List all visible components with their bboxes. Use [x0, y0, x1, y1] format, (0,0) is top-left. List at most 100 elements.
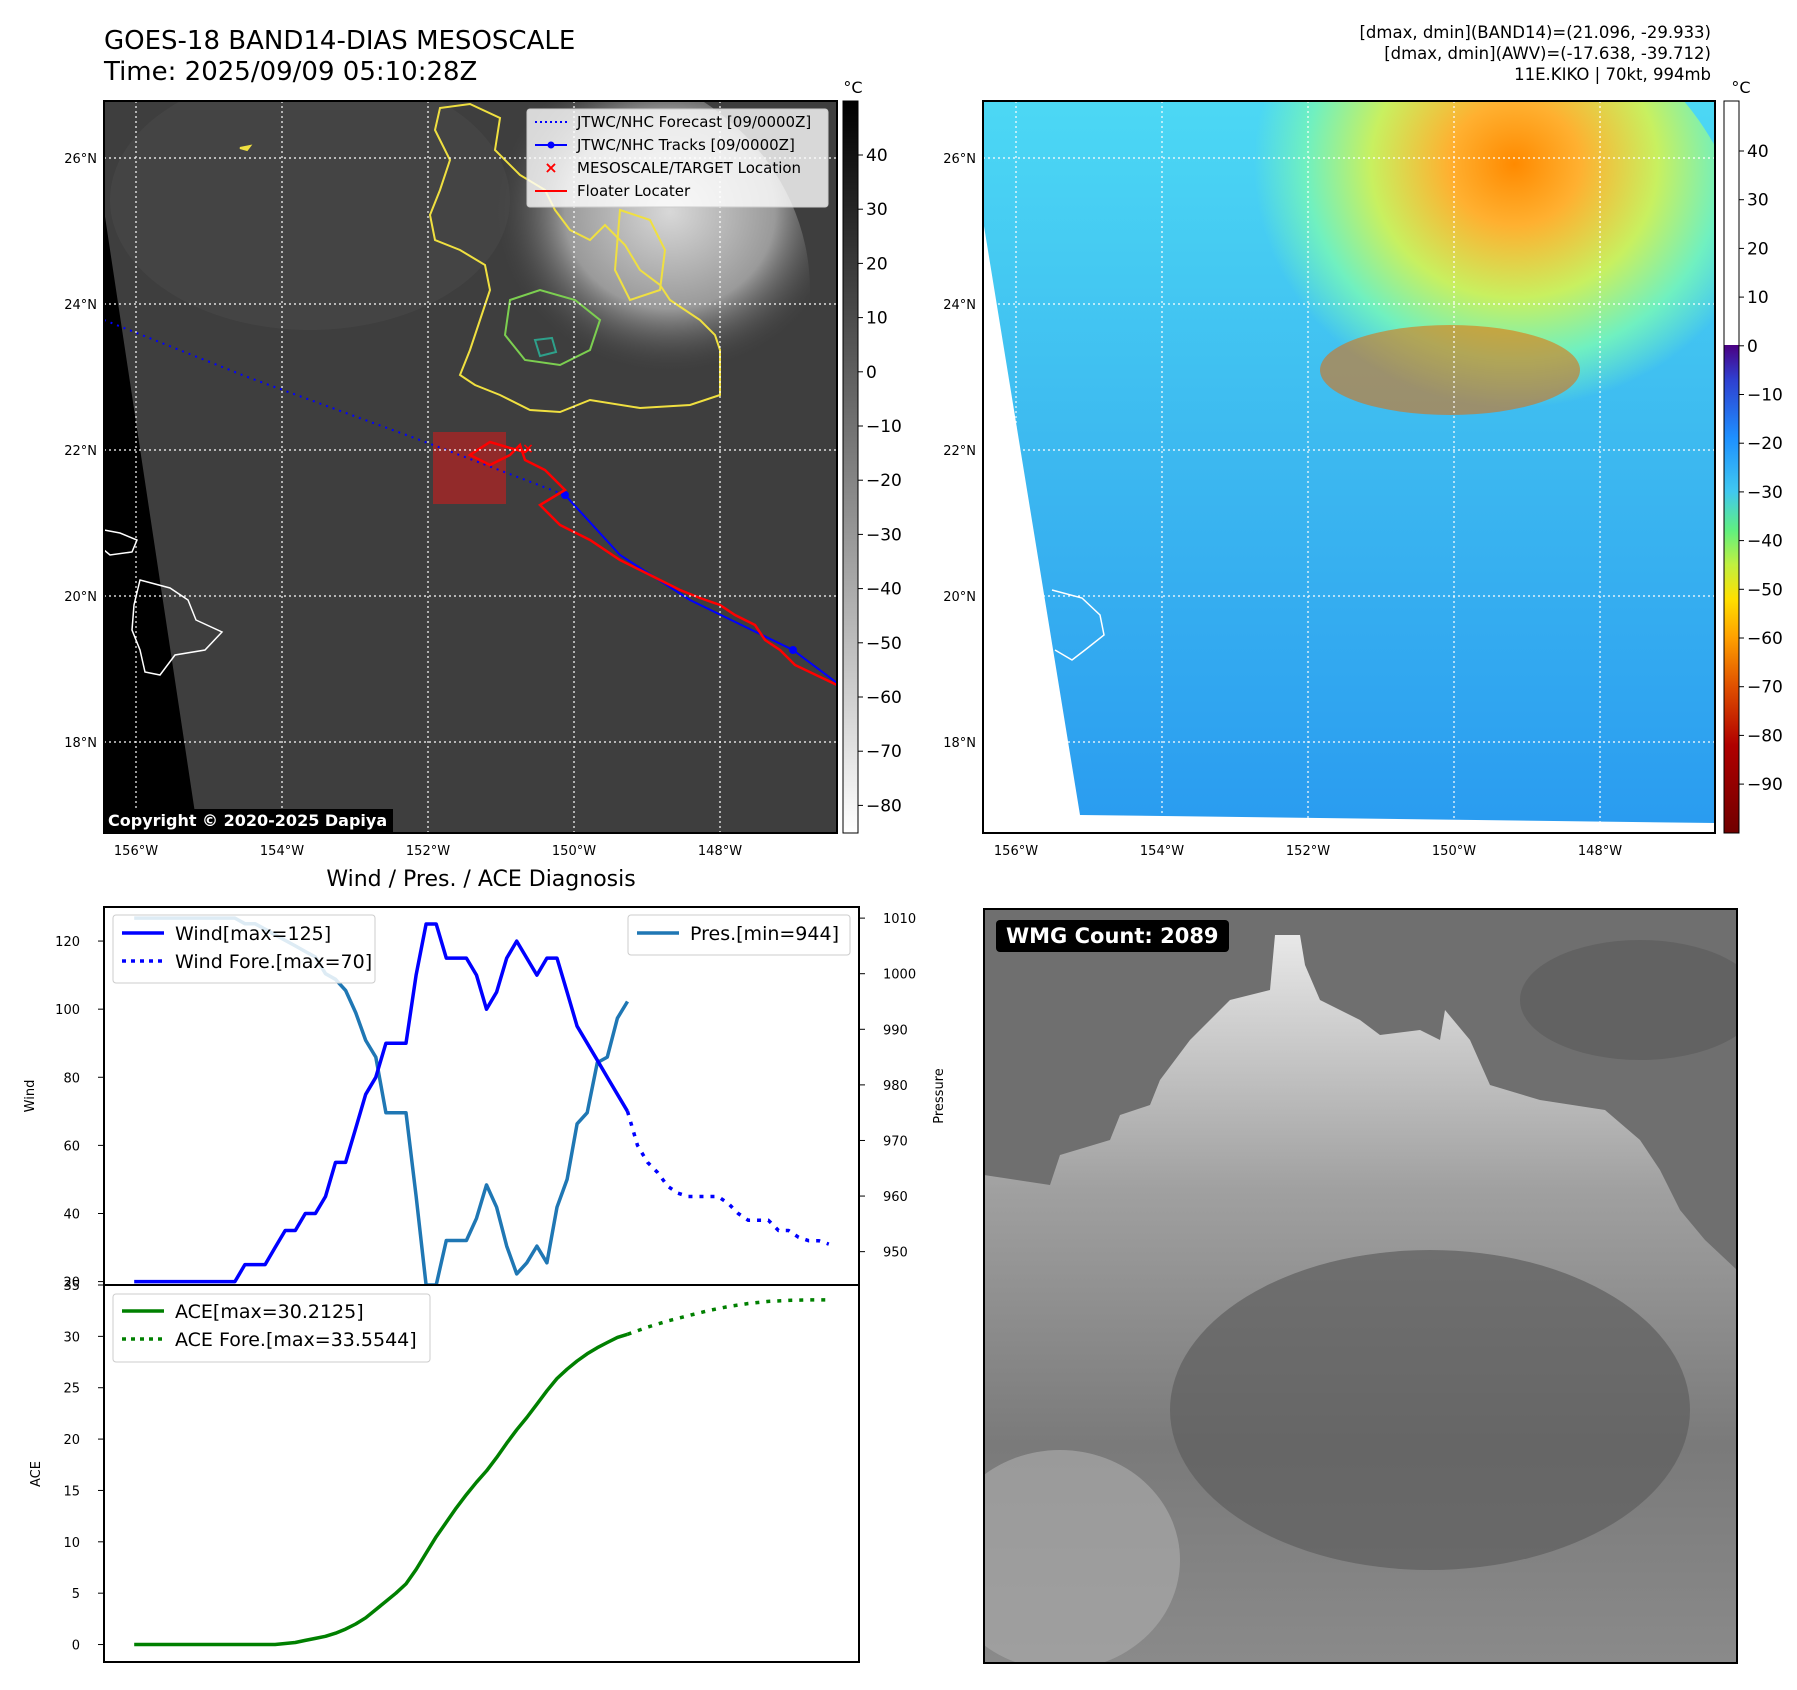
wv-colorbar-top — [1724, 101, 1739, 345]
ir-nodata-area — [104, 101, 198, 833]
wv-colorbar-unit: °C — [1731, 78, 1750, 97]
ir-colorbar-tick: −60 — [866, 688, 902, 708]
legend-pressure: Pres.[min=944] — [690, 923, 839, 945]
wv-colorbar-ticks: 40 30 20 10 0 −10 −20 −30 −40 −50 −60 −70 −80 −90 — [1739, 142, 1783, 795]
ir-map-panel: × × JTWC/NHC Forecast [09/0000Z] JTWC/NH… — [103, 78, 902, 834]
wmg-dark-patch — [1520, 940, 1737, 1060]
ir-lon-label: 156°W — [114, 844, 158, 859]
ir-lat-labels: 26°N 24°N 22°N 20°N 18°N — [64, 152, 97, 751]
wv-frame — [982, 100, 1716, 834]
stats-awv: [dmax, dmin](AWV)=(-17.638, -39.712) — [1384, 44, 1711, 63]
legend-tracks-label: JTWC/NHC Tracks [09/0000Z] — [576, 136, 795, 154]
legend-ace-forecast: ACE Fore.[max=33.5544] — [175, 1329, 417, 1351]
stats-band14: [dmax, dmin](BAND14)=(21.096, -29.933) — [1359, 23, 1711, 42]
legend-target-swatch: × — [544, 158, 557, 177]
wv-colorbar-tick: −50 — [1747, 580, 1783, 600]
figure-title-line1: GOES-18 BAND14-DIAS MESOSCALE — [104, 26, 576, 56]
ir-contour-yellow-2 — [613, 208, 667, 302]
forecast-track — [104, 319, 566, 496]
wv-lat-label: 20°N — [943, 590, 976, 605]
ace-tick-label: 35 — [63, 1279, 80, 1294]
ir-lon-label: 148°W — [698, 844, 742, 859]
ir-coastline-hawaii — [131, 579, 224, 676]
wv-colorbar-tick: 10 — [1747, 288, 1769, 308]
pressure-tick-label: 1000 — [883, 968, 916, 983]
wv-driest-core — [1320, 325, 1580, 415]
ace-line — [134, 1332, 629, 1647]
ace-axis-label: ACE — [29, 1461, 44, 1487]
ir-lon-label: 154°W — [260, 844, 304, 859]
ir-colorbar-tick: −50 — [866, 634, 902, 654]
pressure-tick-label: 1010 — [883, 912, 916, 927]
ir-colorbar-tick: 40 — [866, 146, 888, 166]
ir-colorbar-tick: −10 — [866, 417, 902, 437]
wind-tick-label: 100 — [55, 1003, 80, 1018]
figure-title: GOES-18 BAND14-DIAS MESOSCALE Time: 2025… — [104, 26, 575, 88]
legend-floater-label: Floater Locater — [577, 182, 691, 200]
target-location-marker: × — [522, 441, 534, 457]
ace-tick-label: 5 — [72, 1587, 80, 1602]
pressure-tick-label: 950 — [883, 1246, 908, 1261]
ir-colorbar-tick: −80 — [866, 796, 902, 816]
ir-colorbar-tick: 30 — [866, 200, 888, 220]
ir-lat-label: 22°N — [64, 444, 97, 459]
ir-colorbar-tick: 0 — [866, 363, 877, 383]
ir-lat-label: 26°N — [64, 152, 97, 167]
ace-tick-label: 20 — [63, 1433, 80, 1448]
ace-chart: 0 5 10 15 20 25 30 35 ACE ACE[max=30.2125] ACE … — [29, 1279, 860, 1663]
storm-stats: [dmax, dmin](BAND14)=(21.096, -29.933) [… — [1359, 22, 1711, 85]
wv-coastline-hawaii — [1051, 589, 1105, 661]
legend-wind: Wind[max=125] — [175, 923, 331, 945]
wv-colorbar-tick: 40 — [1747, 142, 1769, 162]
wv-colorbar-frame — [1723, 100, 1740, 834]
legend-target-label: MESOSCALE/TARGET Location — [577, 159, 801, 177]
wv-dry-region — [1130, 101, 1715, 570]
copyright-label: Copyright © 2020-2025 Dapiya — [104, 809, 394, 833]
legend-wind-forecast: Wind Fore.[max=70] — [175, 951, 372, 973]
wind-tick-label: 20 — [63, 1276, 80, 1291]
pressure-axis-label: Pressure — [932, 1068, 947, 1124]
ir-contour-yellow — [428, 102, 721, 414]
ir-contour-teal — [533, 336, 558, 358]
wv-colorbar-bottom — [1724, 345, 1739, 833]
wmg-frame — [983, 908, 1738, 1664]
track-point-1 — [561, 491, 569, 499]
wv-lat-labels: 26°N 24°N 22°N 20°N 18°N — [943, 152, 976, 751]
wv-colorbar-tick: −20 — [1747, 434, 1783, 454]
wv-lat-label: 26°N — [943, 152, 976, 167]
ir-colorbar-unit: °C — [843, 78, 862, 97]
legend-forecast-label: JTWC/NHC Forecast [09/0000Z] — [576, 113, 811, 131]
pressure-tick-label: 980 — [883, 1079, 908, 1094]
ace-tick-label: 10 — [63, 1536, 80, 1551]
ir-colorbar — [842, 100, 859, 834]
wv-lat-label: 24°N — [943, 298, 976, 313]
wv-colorbar-tick: −10 — [1747, 386, 1783, 406]
wv-gridlines — [983, 101, 1715, 833]
ir-lat-label: 24°N — [64, 298, 97, 313]
ir-lon-label: 150°W — [552, 844, 596, 859]
wmg-count-badge: WMG Count: 2089 — [996, 920, 1229, 952]
ace-tick-label: 15 — [63, 1484, 80, 1499]
ir-lon-labels: 156°W 154°W 152°W 150°W 148°W — [114, 844, 742, 859]
ir-lat-label: 18°N — [64, 736, 97, 751]
ace-forecast-line — [626, 1298, 829, 1336]
wv-lat-label: 18°N — [943, 736, 976, 751]
wv-colorbar-tick: −60 — [1747, 629, 1783, 649]
pressure-legend: Pres.[min=944] — [627, 914, 851, 956]
ir-colorbar-tick: 20 — [866, 254, 888, 274]
wv-map-panel: °C 40 30 20 10 0 −10 −20 −30 −40 −50 −60 −70 −80 −90 — [982, 78, 1783, 834]
ir-legend: × JTWC/NHC Forecast [09/0000Z] JTWC/NHC … — [526, 108, 829, 208]
wind-line — [134, 922, 630, 1284]
ir-contour-green — [503, 288, 602, 367]
wv-lon-label: 150°W — [1432, 844, 1476, 859]
wmg-dark-core — [1170, 1250, 1690, 1570]
ace-tick-label: 30 — [63, 1330, 80, 1345]
ace-legend: ACE[max=30.2125] ACE Fore.[max=33.5544] — [112, 1293, 431, 1363]
ir-coastline-maui — [104, 529, 138, 556]
pressure-tick-label: 970 — [883, 1134, 908, 1149]
wv-lon-label: 154°W — [1140, 844, 1184, 859]
stats-storm-info: 11E.KIKO | 70kt, 994mb — [1514, 65, 1711, 84]
wv-lon-label: 152°W — [1286, 844, 1330, 859]
wind-tick-label: 60 — [63, 1139, 80, 1154]
